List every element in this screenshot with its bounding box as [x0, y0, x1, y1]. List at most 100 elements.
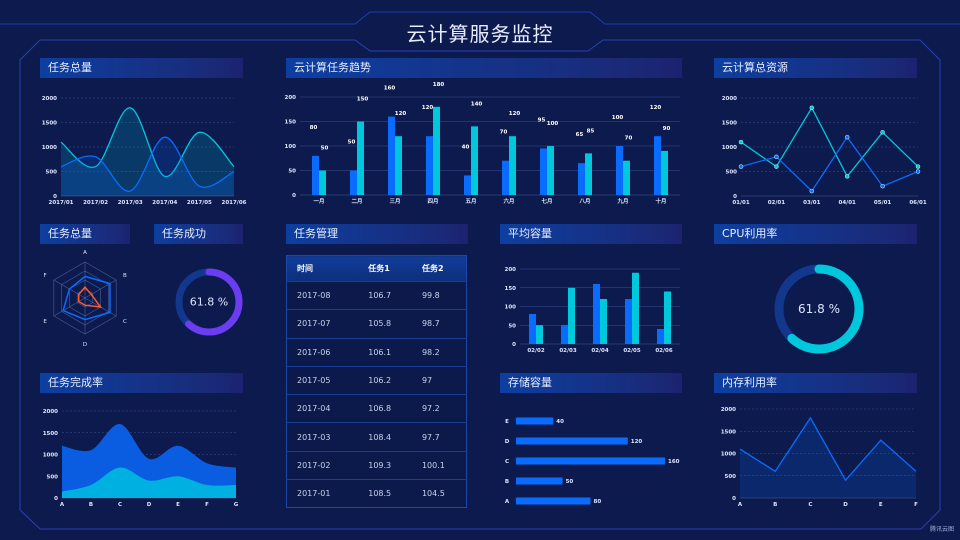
- panel-header-success: 任务成功: [154, 224, 243, 244]
- bar: [593, 284, 600, 344]
- gauge-value-label: 61.8 %: [190, 296, 228, 309]
- data-point: [774, 164, 779, 169]
- table-cell: 2017-05: [286, 365, 359, 395]
- table-cell: 98.2: [411, 337, 467, 367]
- x-tick-label: 二月: [351, 197, 362, 205]
- table-cell: 2017-08: [286, 280, 359, 310]
- data-point: [915, 169, 921, 174]
- bar: [502, 160, 509, 195]
- stacked-area: [62, 467, 236, 498]
- x-tick-label: B: [89, 502, 93, 508]
- data-label: 100: [612, 115, 624, 121]
- data-point: [809, 105, 815, 111]
- x-tick-label: 06/01: [909, 200, 926, 206]
- x-tick-label: 02/02: [527, 348, 544, 354]
- table-cell: 106.7: [358, 280, 412, 310]
- radar-series: [78, 286, 103, 308]
- radar-indicator-label: C: [123, 319, 127, 325]
- x-tick-label: F: [914, 502, 918, 508]
- table-row: 2017-08 106.7 99.8: [286, 280, 467, 310]
- panel-header-cpu: CPU利用率: [714, 224, 917, 244]
- x-tick-label: 一月: [313, 197, 324, 205]
- table-cell: 106.2: [358, 365, 412, 395]
- bar: [471, 126, 478, 195]
- data-label: 120: [422, 105, 434, 111]
- data-label: 140: [471, 101, 483, 107]
- bar: [395, 136, 402, 195]
- panel-header-completion: 任务完成率: [40, 373, 243, 393]
- bar: [509, 136, 516, 195]
- data-point: [880, 183, 885, 189]
- table-cell: 97: [411, 365, 467, 395]
- x-tick-label: 02/03: [559, 348, 576, 354]
- x-tick-label: 2017/02: [83, 200, 108, 206]
- column-header: 任务2: [411, 255, 467, 282]
- bar: [657, 329, 664, 344]
- y-tick-label: 2000: [42, 96, 57, 102]
- bar: [426, 136, 433, 195]
- data-label: 40: [556, 419, 564, 425]
- panel-header-memory: 内存利用率: [714, 373, 917, 393]
- page-title: 云计算服务监控: [406, 22, 554, 46]
- y-tick-label: 0: [512, 342, 516, 348]
- bar: [312, 155, 319, 195]
- x-tick-label: 2017/01: [49, 200, 74, 206]
- table-row: 2017-05 106.2 97: [286, 365, 467, 395]
- x-tick-label: 02/06: [655, 348, 672, 354]
- y-tick-label: 150: [505, 286, 517, 292]
- bar: [623, 160, 630, 195]
- table-cell: 97.2: [411, 394, 467, 423]
- data-label: 160: [384, 86, 396, 92]
- data-label: 120: [650, 105, 662, 111]
- radar-series: [62, 275, 111, 321]
- table-cell: 2017-06: [286, 337, 359, 367]
- y-tick-label: 0: [53, 194, 57, 200]
- y-tick-label: 0: [733, 194, 737, 200]
- bar: [357, 121, 364, 195]
- gauge-value-label: 61.8 %: [798, 302, 840, 316]
- x-tick-label: 01/01: [732, 200, 749, 206]
- table-cell: 108.4: [358, 422, 412, 452]
- data-label: 50: [348, 140, 356, 146]
- x-tick-label: 2017/03: [118, 200, 143, 206]
- table-cell: 2017-03: [286, 422, 359, 452]
- bar: [388, 116, 395, 195]
- table-row: 2017-02 109.3 100.1: [286, 450, 467, 480]
- data-label: 80: [310, 125, 318, 131]
- table-row: 2017-06 106.1 98.2: [286, 337, 467, 367]
- y-tick-label: 1500: [721, 429, 736, 435]
- x-tick-label: 02/05: [623, 348, 640, 354]
- x-tick-label: 02/01: [768, 200, 785, 206]
- table-row: 2017-07 105.8 98.7: [286, 309, 467, 339]
- gauge-progress: [774, 264, 864, 354]
- gauge-progress: [175, 268, 243, 336]
- table-cell: 109.3: [358, 450, 412, 480]
- x-tick-label: 02/04: [591, 348, 608, 354]
- bar: [516, 457, 665, 465]
- table-cell: 104.5: [411, 479, 467, 508]
- series-line: [739, 416, 917, 482]
- panel-header-radar: 任务总量: [40, 224, 130, 244]
- x-tick-label: 五月: [465, 197, 476, 205]
- y-category-label: C: [505, 459, 509, 465]
- table-row: 2017-01 108.5 104.5: [286, 479, 467, 508]
- radar-axis: [84, 279, 117, 299]
- x-tick-label: A: [60, 502, 65, 508]
- series-line: [740, 106, 919, 178]
- x-tick-label: 04/01: [839, 200, 856, 206]
- panel-header-trend: 云计算任务趋势: [286, 58, 682, 78]
- table-cell: 97.7: [411, 422, 467, 452]
- table-cell: 2017-07: [286, 309, 359, 339]
- data-label: 40: [462, 144, 470, 150]
- x-tick-label: 2017/06: [222, 200, 247, 206]
- data-label: 95: [538, 117, 546, 123]
- y-tick-label: 1000: [721, 452, 736, 458]
- radar-indicator-label: E: [43, 319, 47, 325]
- watermark-logo: 腾讯云图: [929, 526, 954, 533]
- data-point: [738, 139, 744, 145]
- area-fill: [61, 137, 234, 196]
- x-tick-label: 九月: [616, 197, 628, 205]
- data-label: 90: [663, 126, 671, 132]
- bar: [547, 146, 554, 195]
